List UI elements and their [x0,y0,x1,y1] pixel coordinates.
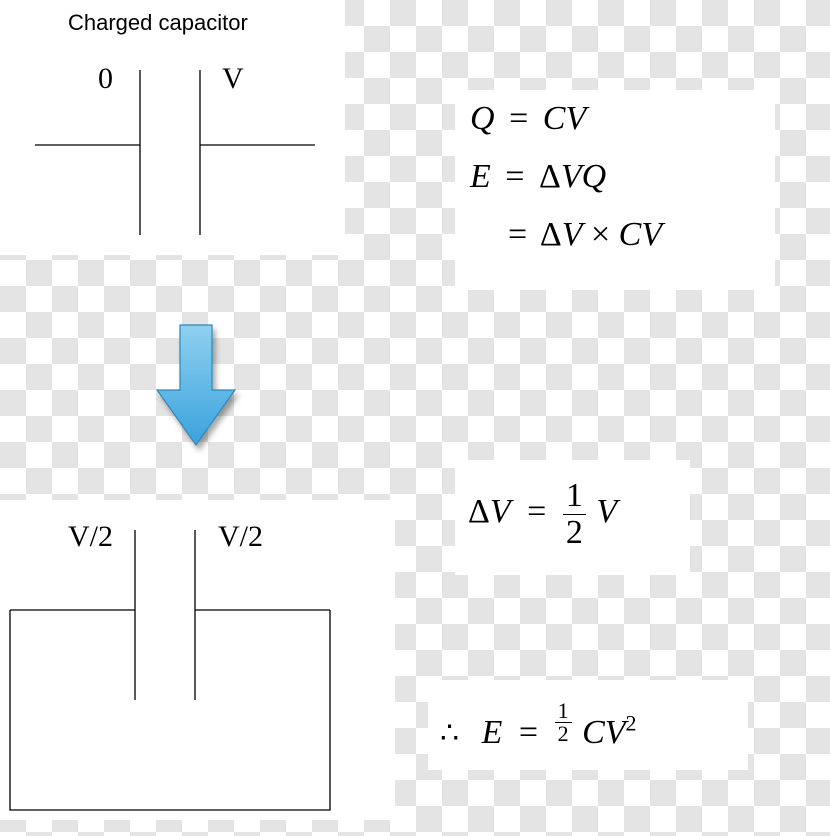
eq-delta: Δ [539,158,561,195]
eq-rhs-C: C [543,100,566,137]
eq3-C: C [580,714,605,751]
eq2-line: ΔV = 1 2 V [468,478,617,550]
eq3-line: ∴ E = 1 2 CV2 [440,700,637,752]
eq-op: = [519,493,554,530]
eq-V2: V [641,216,662,253]
eq-Q: Q [582,158,607,195]
eq-op: = [502,216,533,253]
eq-lhs: Q [470,100,495,137]
eq3-den: 2 [555,723,572,745]
eq-op: = [499,158,530,195]
eq2-V: V [490,493,511,530]
top-cap-right-label: V [222,62,244,96]
bottom-cap-right-label: V/2 [218,520,263,554]
eq-lhs: E [470,158,491,195]
eq1-line1: Q = CV [470,100,662,158]
eq1-line2: E = ΔVQ [470,158,662,216]
eq2-tail: V [594,493,617,530]
eq2-frac: 1 2 [563,478,586,550]
eq3-V: V [605,714,626,751]
bottom-capacitor-icon [10,515,390,820]
diagram-canvas: Charged capacitor 0 V [0,0,830,836]
eq-C: C [619,216,642,253]
title-label: Charged capacitor [68,10,248,36]
eq-op: = [503,100,534,137]
eq-block-1: Q = CV E = ΔVQ = ΔV × CV [470,100,662,274]
eq2-delta: Δ [468,493,490,530]
eq-V: V [561,158,582,195]
eq3-frac: 1 2 [555,700,572,745]
therefore-symbol: ∴ [440,717,473,750]
eq3-lhs: E [482,714,503,751]
eq-delta: Δ [540,216,562,253]
eq3-num: 1 [555,700,572,723]
eq1-line3: = ΔV × CV [470,216,662,274]
eq-block-2: ΔV = 1 2 V [468,478,617,550]
eq-V: V [562,216,583,253]
eq-op: = [511,714,546,751]
eq2-den: 2 [563,515,586,551]
eq-block-3: ∴ E = 1 2 CV2 [440,700,637,752]
eq3-exp: 2 [626,711,637,736]
eq-times: × [582,216,618,253]
top-cap-left-label: 0 [98,62,113,96]
top-capacitor-icon [35,60,325,250]
bottom-cap-left-label: V/2 [68,520,113,554]
down-arrow-icon [152,320,240,460]
eq-rhs-V: V [565,100,586,137]
eq2-num: 1 [563,478,586,515]
